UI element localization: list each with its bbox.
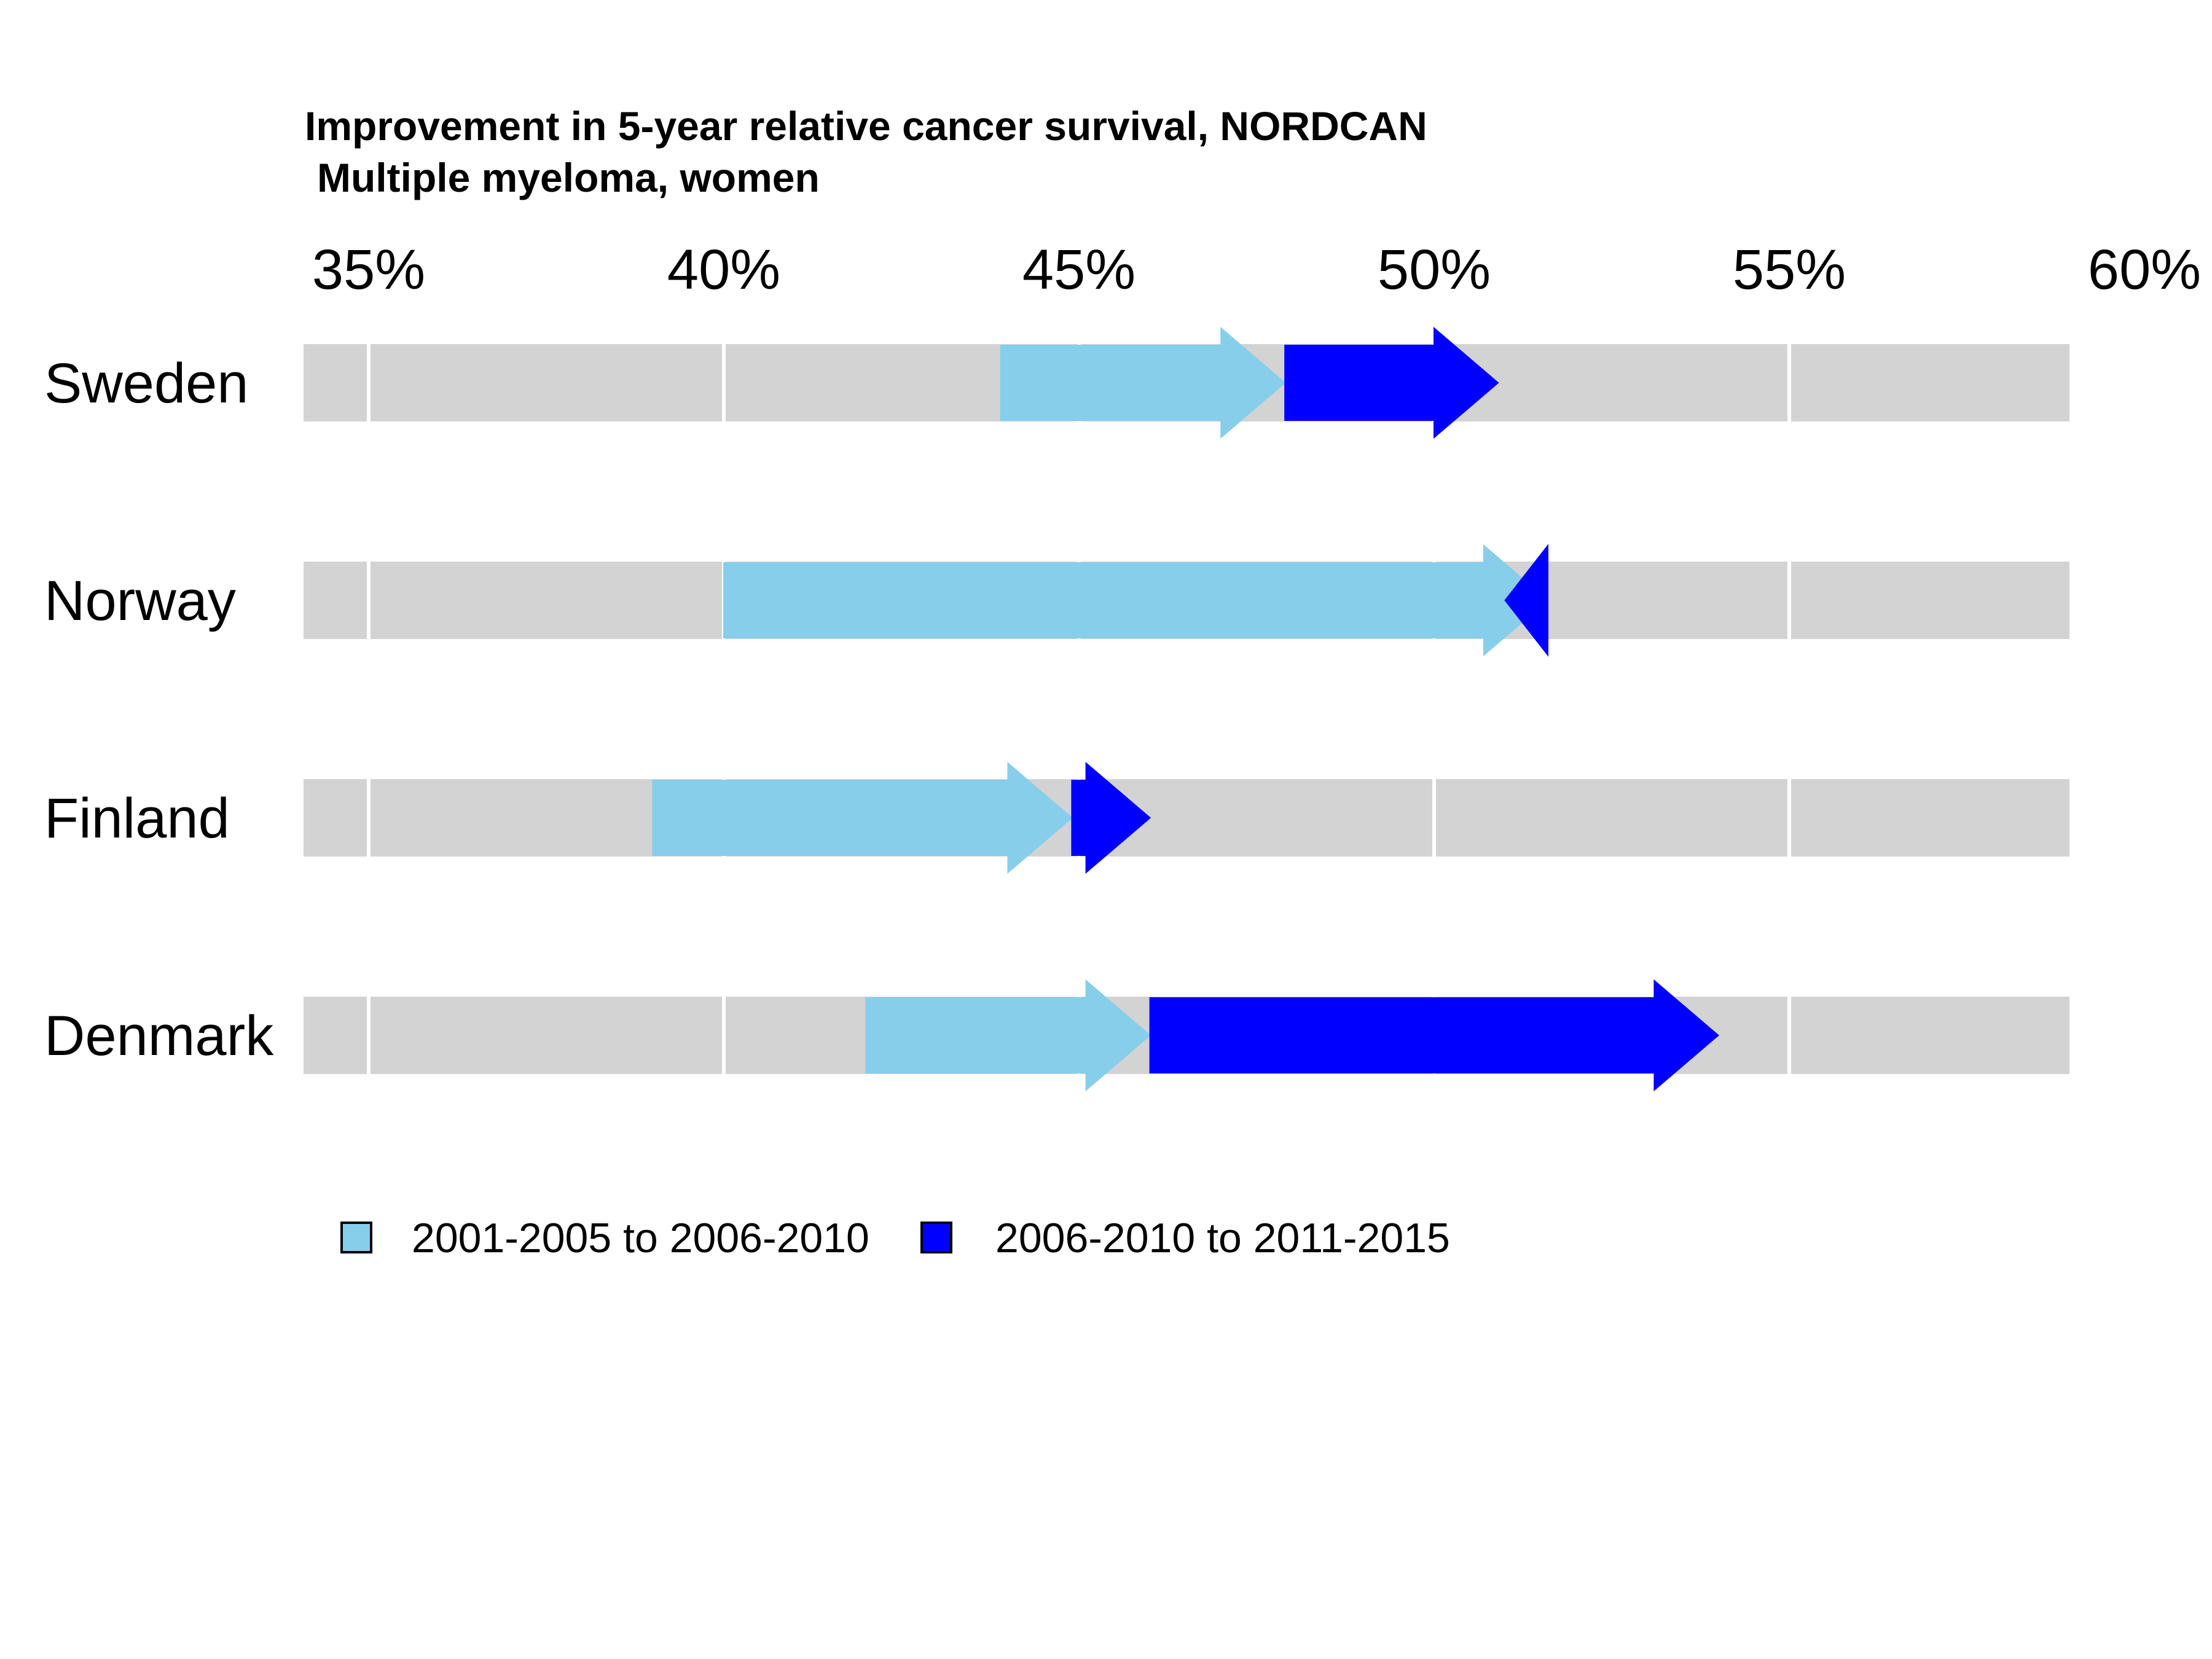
country-rows: Sweden Norway Finland Denmark (44, 344, 2069, 1074)
arrow-sweden (1284, 326, 1499, 439)
x-tick-label: 35% (312, 238, 425, 301)
legend: 2001-2005 to 2006-2010 2006-2010 to 2011-… (340, 1215, 1450, 1261)
legend-label: 2006-2010 to 2011-2015 (995, 1215, 1450, 1261)
arrow-marks (652, 326, 1719, 1092)
x-tick-label: 45% (1022, 238, 1135, 301)
country-label: Norway (44, 570, 236, 632)
x-tick-label: 50% (1378, 238, 1491, 301)
x-tick-label: 40% (667, 238, 780, 301)
chart-subtitle: Multiple myeloma, women (317, 155, 820, 200)
arrow-finland (1071, 761, 1151, 874)
arrow-sweden (1000, 326, 1286, 439)
legend-key (340, 1222, 372, 1253)
country-label: Sweden (44, 352, 248, 415)
arrow-norway (723, 544, 1549, 657)
arrow-denmark (865, 979, 1151, 1092)
arrow-finland (652, 761, 1073, 874)
country-label: Finland (44, 787, 230, 850)
chart-title: Improvement in 5-year relative cancer su… (305, 103, 1427, 149)
x-tick-label: 55% (1733, 238, 1846, 301)
arrow-norway (1504, 544, 1548, 657)
legend-key (920, 1222, 952, 1253)
x-tick-label: 60% (2088, 238, 2201, 301)
arrow-denmark (1149, 979, 1719, 1092)
row-band (304, 779, 2069, 857)
legend-label: 2001-2005 to 2006-2010 (412, 1215, 869, 1261)
x-axis-tick-labels: 35% 40% 45% 50% 55% 60% (312, 238, 2201, 301)
country-label: Denmark (44, 1005, 274, 1067)
